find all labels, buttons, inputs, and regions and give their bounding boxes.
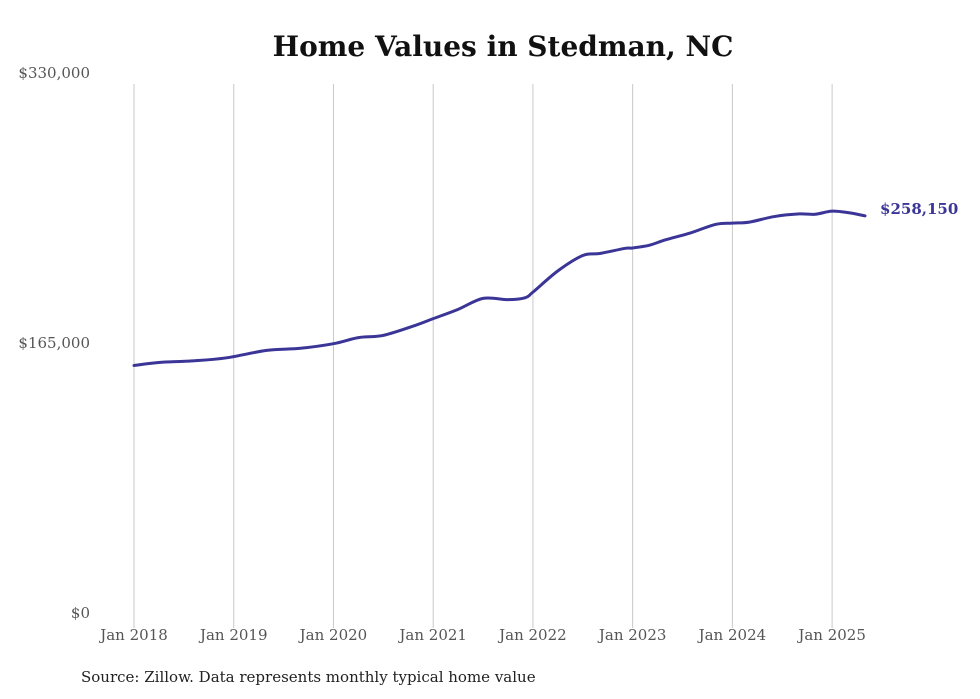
x-tick-label: Jan 2018 — [98, 626, 168, 644]
y-tick-label: $165,000 — [18, 334, 90, 352]
source-note: Source: Zillow. Data represents monthly … — [81, 668, 536, 686]
x-axis-tick-labels: Jan 2018 Jan 2019 Jan 2020 Jan 2021 Jan 2022… — [98, 626, 866, 644]
x-tick-label: Jan 2023 — [597, 626, 667, 644]
x-tick-label: Jan 2025 — [796, 626, 866, 644]
x-tick-label: Jan 2020 — [298, 626, 368, 644]
series-layer: $258,150 — [132, 200, 958, 367]
x-tick-label: Jan 2024 — [697, 626, 767, 644]
x-tick-label: Jan 2022 — [497, 626, 567, 644]
x-tick-label: Jan 2019 — [198, 626, 268, 644]
chart-title: Home Values in Stedman, NC — [272, 30, 734, 63]
y-tick-label: $0 — [71, 604, 90, 622]
x-tick-label: Jan 2021 — [397, 626, 467, 644]
series-line — [132, 209, 867, 367]
y-axis-tick-labels: $0 $165,000 $330,000 — [18, 64, 90, 622]
end-value-label: $258,150 — [880, 200, 958, 218]
y-tick-label: $330,000 — [18, 64, 90, 82]
